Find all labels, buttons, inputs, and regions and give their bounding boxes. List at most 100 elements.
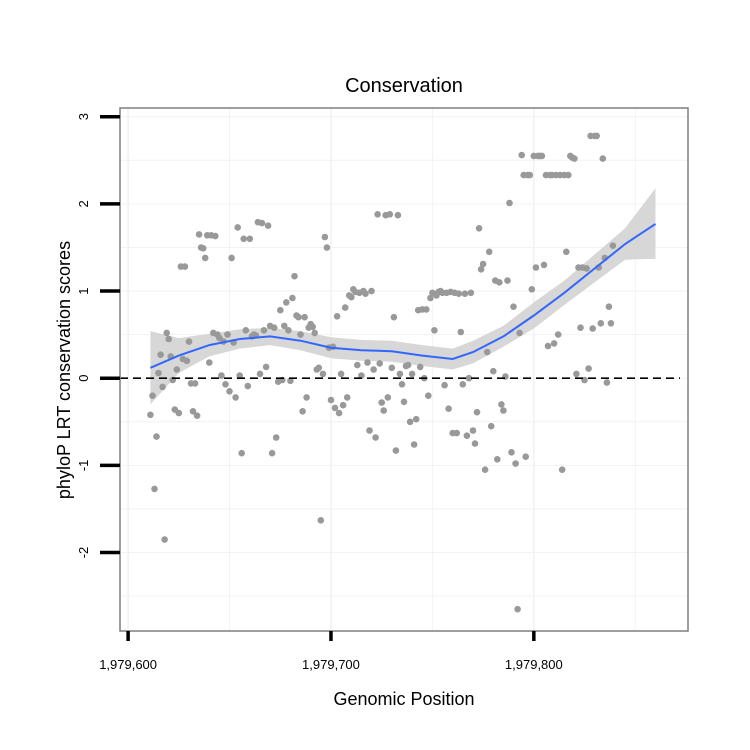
- data-point: [234, 224, 241, 231]
- data-point: [149, 392, 156, 400]
- data-point: [483, 348, 491, 356]
- data-point: [500, 407, 507, 414]
- data-point: [277, 306, 284, 314]
- data-point: [469, 427, 477, 434]
- data-point: [392, 447, 400, 454]
- data-point: [189, 408, 197, 415]
- data-point: [431, 327, 438, 334]
- data-point: [441, 381, 448, 389]
- data-point: [453, 429, 461, 437]
- data-point: [508, 449, 515, 456]
- data-point: [427, 294, 434, 302]
- data-point: [362, 290, 369, 298]
- data-point: [423, 306, 430, 313]
- data-point: [540, 261, 548, 269]
- data-point: [459, 381, 467, 388]
- data-point: [185, 338, 193, 345]
- data-point: [283, 299, 290, 306]
- data-point: [157, 351, 164, 359]
- data-point: [364, 359, 371, 366]
- data-point: [532, 264, 540, 271]
- data-point: [246, 235, 254, 243]
- data-point: [404, 361, 412, 369]
- data-point: [224, 331, 231, 338]
- data-point: [563, 248, 570, 256]
- data-point: [212, 232, 219, 240]
- data-point: [516, 329, 523, 337]
- data-point: [376, 360, 384, 367]
- x-tick-label: 1,979,700: [302, 657, 360, 672]
- data-point: [504, 277, 511, 284]
- data-point: [354, 361, 361, 369]
- data-point: [408, 370, 416, 378]
- data-point: [151, 485, 158, 493]
- x-axis-label: Genomic Position: [333, 689, 474, 709]
- data-point: [147, 411, 154, 419]
- data-point: [514, 605, 521, 613]
- data-point: [471, 440, 479, 447]
- data-point: [195, 231, 203, 238]
- data-point: [153, 433, 160, 440]
- data-point: [477, 266, 485, 273]
- data-point: [406, 418, 414, 426]
- data-point: [311, 329, 319, 337]
- smooth-line-layer: [150, 223, 657, 369]
- data-point: [206, 359, 213, 366]
- data-point: [226, 388, 233, 395]
- data-point: [339, 401, 347, 409]
- data-point: [181, 263, 189, 270]
- data-point: [416, 363, 424, 371]
- data-point: [315, 364, 323, 372]
- data-point: [335, 409, 343, 417]
- data-point: [165, 335, 172, 343]
- data-point: [479, 260, 487, 268]
- data-point: [309, 323, 317, 331]
- data-point: [301, 313, 308, 321]
- data-point: [238, 449, 245, 457]
- data-point: [487, 422, 495, 430]
- data-point: [268, 449, 276, 457]
- data-point: [244, 382, 252, 390]
- data-point: [272, 434, 280, 441]
- y-tick-label: 1: [76, 287, 91, 294]
- data-point: [333, 313, 341, 320]
- data-point: [400, 398, 408, 406]
- data-point: [319, 370, 327, 378]
- data-point: [528, 286, 536, 293]
- data-point: [390, 313, 398, 321]
- data-point: [370, 366, 377, 373]
- data-point: [455, 290, 463, 298]
- data-point: [463, 432, 471, 440]
- data-point: [343, 394, 351, 401]
- data-point: [605, 303, 613, 311]
- x-tick-label: 1,979,600: [99, 657, 157, 672]
- data-point: [465, 374, 473, 382]
- data-point: [240, 235, 247, 243]
- y-tick-label: -2: [76, 547, 91, 559]
- data-point: [603, 379, 611, 386]
- data-point: [498, 401, 505, 408]
- data-point: [201, 254, 209, 262]
- y-tick-label: 2: [76, 200, 91, 207]
- data-point: [372, 434, 379, 441]
- data-point: [155, 369, 162, 377]
- data-point: [173, 366, 181, 373]
- data-point: [291, 272, 298, 280]
- axes: 1,979,600 1,979,700 1,979,800 -2 -1 0 1 2 3: [76, 113, 563, 672]
- y-tick-label: 0: [76, 375, 91, 382]
- data-point: [593, 132, 600, 140]
- data-point: [386, 211, 394, 218]
- x-tick-label: 1,979,800: [505, 657, 563, 672]
- panel-border: [119, 107, 689, 632]
- data-point: [199, 245, 207, 252]
- data-point: [475, 225, 483, 232]
- data-point: [222, 381, 229, 388]
- data-point: [512, 460, 519, 467]
- smooth-line: [150, 223, 657, 369]
- data-point: [410, 441, 418, 448]
- data-point: [331, 404, 339, 412]
- data-point: [378, 399, 386, 406]
- data-point: [218, 372, 225, 379]
- data-point: [161, 536, 168, 543]
